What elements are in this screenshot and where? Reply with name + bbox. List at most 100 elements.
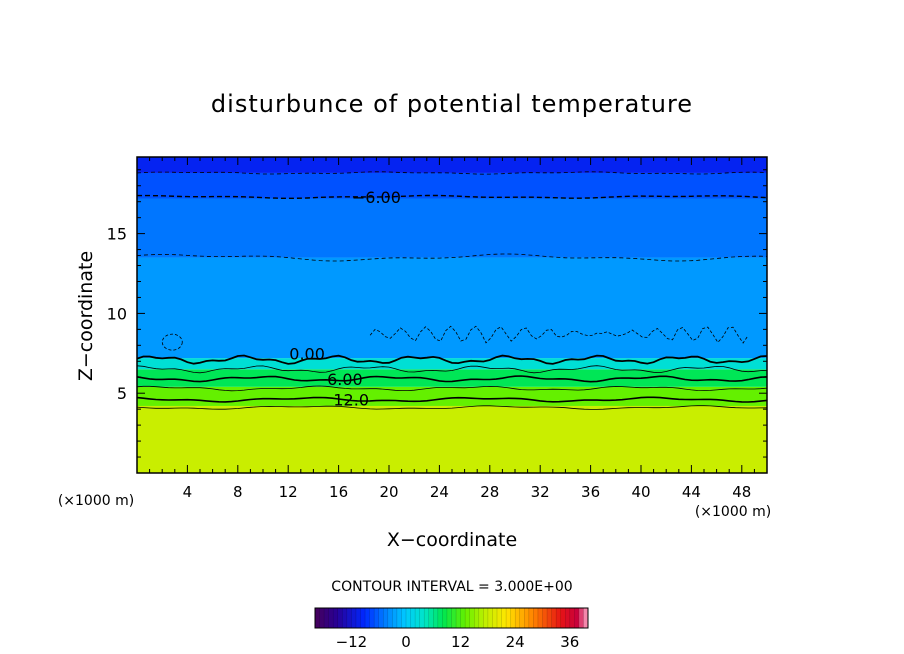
colorbar-cell (442, 608, 448, 628)
contour-line (137, 405, 767, 410)
colorbar-cell (433, 608, 439, 628)
colorbar-cell (333, 608, 339, 628)
x-tick-label: 28 (480, 483, 499, 501)
colorbar-cell (574, 608, 580, 628)
colorbar-cell (510, 608, 516, 628)
x-tick-label: 12 (279, 483, 298, 501)
x-unit-left: (×1000 m) (58, 493, 134, 509)
field-band (137, 405, 767, 473)
contour-line (137, 385, 767, 392)
y-axis: 5 10 15 (107, 169, 767, 458)
colorbar: −12 0 12 24 36 (314, 607, 589, 651)
x-tick-label: 48 (732, 483, 751, 501)
colorbar-cell (410, 608, 416, 628)
contour-line (137, 365, 767, 374)
field-band (137, 386, 767, 406)
colorbar-cell (560, 608, 566, 628)
colorbar-cell (342, 608, 348, 628)
chart-title: disturbunce of potential temperature (211, 90, 693, 118)
colorbar-cell (383, 608, 389, 628)
colorbar-cell (406, 608, 412, 628)
x-tick-label: 16 (329, 483, 348, 501)
colorbar-cell (346, 608, 352, 628)
colorbar-cell (565, 608, 571, 628)
colorbar-cell (337, 608, 343, 628)
x-tick-label: 44 (682, 483, 701, 501)
colorbar-cell (551, 608, 557, 628)
contour-line (137, 171, 767, 175)
plot-area (137, 157, 767, 473)
colorbar-cell (556, 608, 562, 628)
contour-lines (137, 171, 767, 410)
contour-label: 6.00 (327, 370, 363, 389)
x-axis-label: X−coordinate (387, 529, 517, 551)
y-axis-label: Z−coordinate (75, 251, 97, 381)
contour-line (137, 375, 767, 383)
colorbar-cell (519, 608, 525, 628)
colorbar-cell (315, 608, 321, 628)
colorbar-cell (515, 608, 521, 628)
colorbar-cell (487, 608, 493, 628)
colorbar-cell (547, 608, 553, 628)
x-tick-label: 20 (379, 483, 398, 501)
y-tick-label: 10 (107, 304, 127, 323)
colorbar-cell (369, 608, 375, 628)
colorbar-cell (492, 608, 498, 628)
x-tick-label: 8 (233, 483, 243, 501)
colorbar-cell (437, 608, 443, 628)
colorbar-cell (351, 608, 357, 628)
y-tick-label: 5 (117, 384, 127, 403)
colorbar-tick-label: −12 (336, 633, 368, 651)
colorbar-cell (446, 608, 452, 628)
colorbar-tick-label: 36 (560, 633, 579, 651)
contour-label: −6.00 (352, 188, 401, 207)
colorbar-cell (456, 608, 462, 628)
y-tick-label: 15 (107, 225, 127, 244)
contour-line (137, 253, 767, 262)
colorbar-cell (424, 608, 430, 628)
colorbar-cell (451, 608, 457, 628)
field-band (137, 157, 767, 173)
colorbar-cell (497, 608, 503, 628)
contour-line (161, 333, 183, 351)
x-tick-label: 4 (183, 483, 193, 501)
colorbar-tick-label: 24 (506, 633, 525, 651)
temperature-bands (137, 157, 767, 473)
colorbar-cell (365, 608, 371, 628)
colorbar-cell (524, 608, 530, 628)
colorbar-cell (542, 608, 548, 628)
colorbar-cell (415, 608, 421, 628)
field-band (137, 172, 767, 199)
colorbar-cell (460, 608, 466, 628)
colorbar-cell (474, 608, 480, 628)
x-unit-right: (×1000 m) (695, 504, 771, 520)
colorbar-cell (419, 608, 425, 628)
colorbar-cell (428, 608, 434, 628)
colorbar-cell (533, 608, 539, 628)
colorbar-cell (501, 608, 507, 628)
x-tick-label: 36 (581, 483, 600, 501)
colorbar-cell (478, 608, 484, 628)
colorbar-cell (537, 608, 543, 628)
colorbar-cell (506, 608, 512, 628)
contour-interval-text: CONTOUR INTERVAL = 3.000E+00 (331, 579, 572, 595)
colorbar-cell (378, 608, 384, 628)
colorbar-cell (483, 608, 489, 628)
colorbar-cell (387, 608, 393, 628)
colorbar-cell (401, 608, 407, 628)
colorbar-cell (465, 608, 471, 628)
x-tick-label: 40 (631, 483, 650, 501)
colorbar-cell (355, 608, 361, 628)
field-band (137, 369, 767, 387)
colorbar-cell (328, 608, 334, 628)
contour-labels: −6.00 0.006.00 12.0 (289, 188, 401, 410)
colorbar-cell (324, 608, 330, 628)
x-tick-label: 32 (531, 483, 550, 501)
x-axis: 4 8 12 16 20 24 28 32 36 40 44 48 (149, 157, 755, 501)
contour-line (137, 396, 767, 403)
field-band (137, 198, 767, 258)
x-tick-label: 24 (430, 483, 449, 501)
colorbar-cell (569, 608, 575, 628)
colorbar-cell (374, 608, 380, 628)
